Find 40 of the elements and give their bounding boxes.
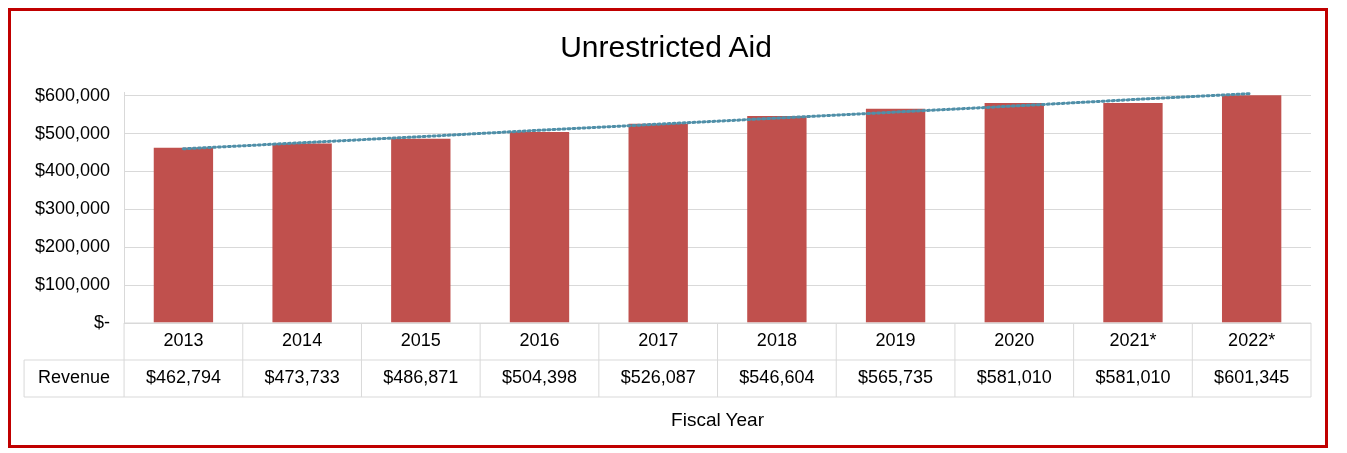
- data-label: $504,398: [501, 367, 578, 388]
- x-tick-label: 2014: [282, 330, 323, 351]
- y-tick-label: $-: [94, 311, 111, 332]
- x-tick-label: 2018: [756, 330, 797, 351]
- x-tick-label: 2016: [519, 330, 560, 351]
- text: Revenue: [38, 367, 111, 388]
- bar: [984, 102, 1044, 323]
- x-tick-label: 2021*: [1109, 330, 1157, 351]
- bar: [1221, 95, 1282, 323]
- bar: [509, 131, 570, 323]
- data-label: $473,733: [264, 367, 340, 388]
- y-tick-label: $300,000: [35, 198, 111, 219]
- y-tick-label: $200,000: [35, 236, 111, 257]
- data-label: $581,010: [1095, 367, 1171, 388]
- x-tick-label: 2019: [875, 330, 916, 351]
- data-label: $462,794: [145, 367, 221, 388]
- y-tick-label: $400,000: [35, 160, 111, 181]
- data-label: $546,604: [739, 367, 815, 388]
- y-tick-label: $600,000: [35, 84, 111, 105]
- data-label: $486,871: [383, 367, 459, 388]
- x-tick-label: 2013: [163, 330, 204, 351]
- data-label: $601,345: [1214, 367, 1290, 388]
- bar: [865, 108, 926, 323]
- data-label: $565,735: [858, 367, 934, 388]
- data-label: $526,087: [620, 367, 696, 388]
- bar: [747, 116, 807, 323]
- bar: [1103, 102, 1163, 323]
- x-tick-label: 2022*: [1228, 330, 1276, 351]
- y-tick-label: $500,000: [35, 122, 111, 143]
- bar: [272, 143, 332, 323]
- x-tick-label: 2020: [994, 330, 1035, 351]
- bar: [391, 138, 451, 323]
- chart-title: Unrestricted Aid: [560, 30, 772, 64]
- bar: [628, 123, 688, 323]
- x-axis-title: Fiscal Year: [671, 409, 765, 431]
- y-tick-label: $100,000: [35, 274, 111, 295]
- x-tick-label: 2017: [638, 330, 679, 351]
- bar: [153, 147, 214, 323]
- data-label: $581,010: [976, 367, 1052, 388]
- x-tick-label: 2015: [400, 330, 441, 351]
